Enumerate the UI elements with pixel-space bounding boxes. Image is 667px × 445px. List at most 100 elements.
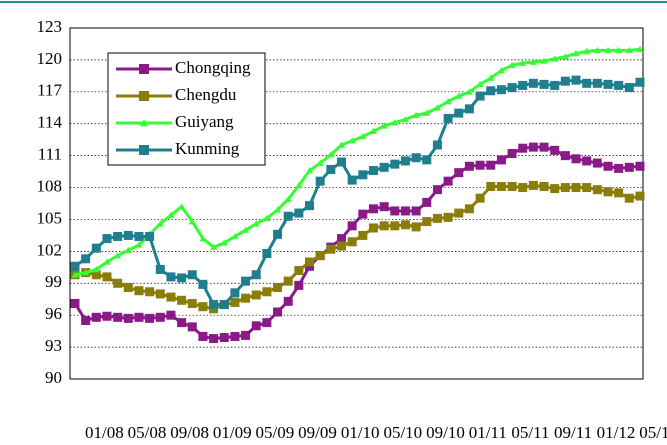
marker: [359, 132, 367, 140]
marker: [422, 197, 432, 207]
marker: [475, 193, 485, 203]
marker: [219, 333, 229, 343]
marker: [464, 161, 474, 171]
x-tick-label: 05/08: [128, 423, 167, 442]
marker: [443, 113, 453, 123]
x-tick-label: 09/10: [426, 423, 465, 442]
marker: [432, 140, 442, 150]
marker: [262, 318, 272, 328]
marker: [337, 234, 346, 244]
marker: [166, 292, 176, 302]
marker: [187, 270, 197, 280]
marker: [582, 183, 592, 193]
marker: [347, 237, 357, 247]
marker: [528, 142, 538, 152]
marker: [134, 231, 144, 241]
marker: [551, 55, 559, 62]
marker: [476, 80, 484, 88]
marker: [92, 265, 100, 273]
marker: [422, 155, 432, 165]
marker: [412, 111, 420, 119]
marker: [70, 261, 80, 271]
marker: [486, 160, 496, 170]
marker: [102, 311, 112, 321]
marker: [528, 180, 538, 190]
marker: [560, 151, 570, 161]
marker: [103, 258, 111, 265]
marker: [156, 220, 164, 227]
marker: [166, 310, 176, 320]
marker: [273, 229, 283, 239]
marker: [177, 295, 187, 305]
marker: [593, 46, 601, 54]
x-tick-label: 01/09: [213, 423, 252, 442]
marker: [145, 231, 155, 241]
legend-label: Chengdu: [175, 85, 237, 104]
marker: [507, 83, 517, 93]
marker: [348, 137, 356, 144]
marker: [315, 176, 325, 186]
marker: [443, 176, 453, 186]
marker: [347, 175, 357, 185]
marker: [614, 80, 624, 90]
y-tick-label: 90: [45, 368, 62, 387]
marker: [560, 183, 570, 193]
marker: [81, 316, 91, 325]
marker: [368, 166, 378, 176]
marker: [379, 202, 389, 212]
marker: [635, 161, 645, 171]
y-tick-label: 117: [37, 81, 62, 100]
marker: [635, 77, 645, 87]
y-tick-label: 114: [37, 113, 62, 132]
marker: [400, 220, 410, 230]
marker: [251, 270, 261, 280]
marker: [187, 322, 197, 332]
marker: [539, 181, 549, 191]
marker: [113, 278, 123, 288]
marker: [550, 80, 560, 90]
marker: [411, 206, 421, 216]
x-tick-label: 01/12: [597, 423, 636, 442]
marker: [433, 104, 441, 111]
marker: [145, 287, 155, 297]
plot-frame: [69, 27, 644, 380]
marker: [636, 45, 644, 53]
marker: [274, 206, 282, 213]
marker: [294, 266, 304, 276]
marker: [114, 252, 122, 259]
marker: [198, 331, 208, 341]
marker: [358, 230, 368, 240]
marker: [454, 208, 464, 218]
x-tick-label: 05/11: [511, 423, 549, 442]
marker: [241, 293, 251, 303]
marker: [592, 158, 602, 168]
marker: [252, 220, 260, 227]
marker: [187, 298, 197, 308]
marker: [518, 183, 528, 193]
marker: [177, 318, 187, 328]
marker: [231, 232, 239, 240]
marker: [550, 145, 560, 155]
marker: [475, 160, 485, 170]
x-tick-label: 01/11: [469, 423, 507, 442]
marker: [571, 154, 581, 164]
marker: [283, 211, 293, 221]
marker: [155, 264, 165, 274]
marker: [337, 241, 346, 251]
marker: [283, 296, 293, 306]
marker: [82, 269, 90, 276]
marker: [134, 286, 144, 296]
y-tick-label: 93: [45, 336, 62, 355]
x-tick-label: 05/10: [383, 423, 422, 442]
marker: [241, 330, 251, 340]
marker: [560, 76, 570, 86]
marker: [519, 59, 527, 66]
marker: [124, 246, 132, 254]
marker: [123, 313, 133, 323]
marker: [262, 248, 272, 258]
marker: [635, 191, 645, 201]
marker: [188, 218, 196, 225]
marker: [624, 83, 634, 93]
marker: [306, 167, 314, 174]
